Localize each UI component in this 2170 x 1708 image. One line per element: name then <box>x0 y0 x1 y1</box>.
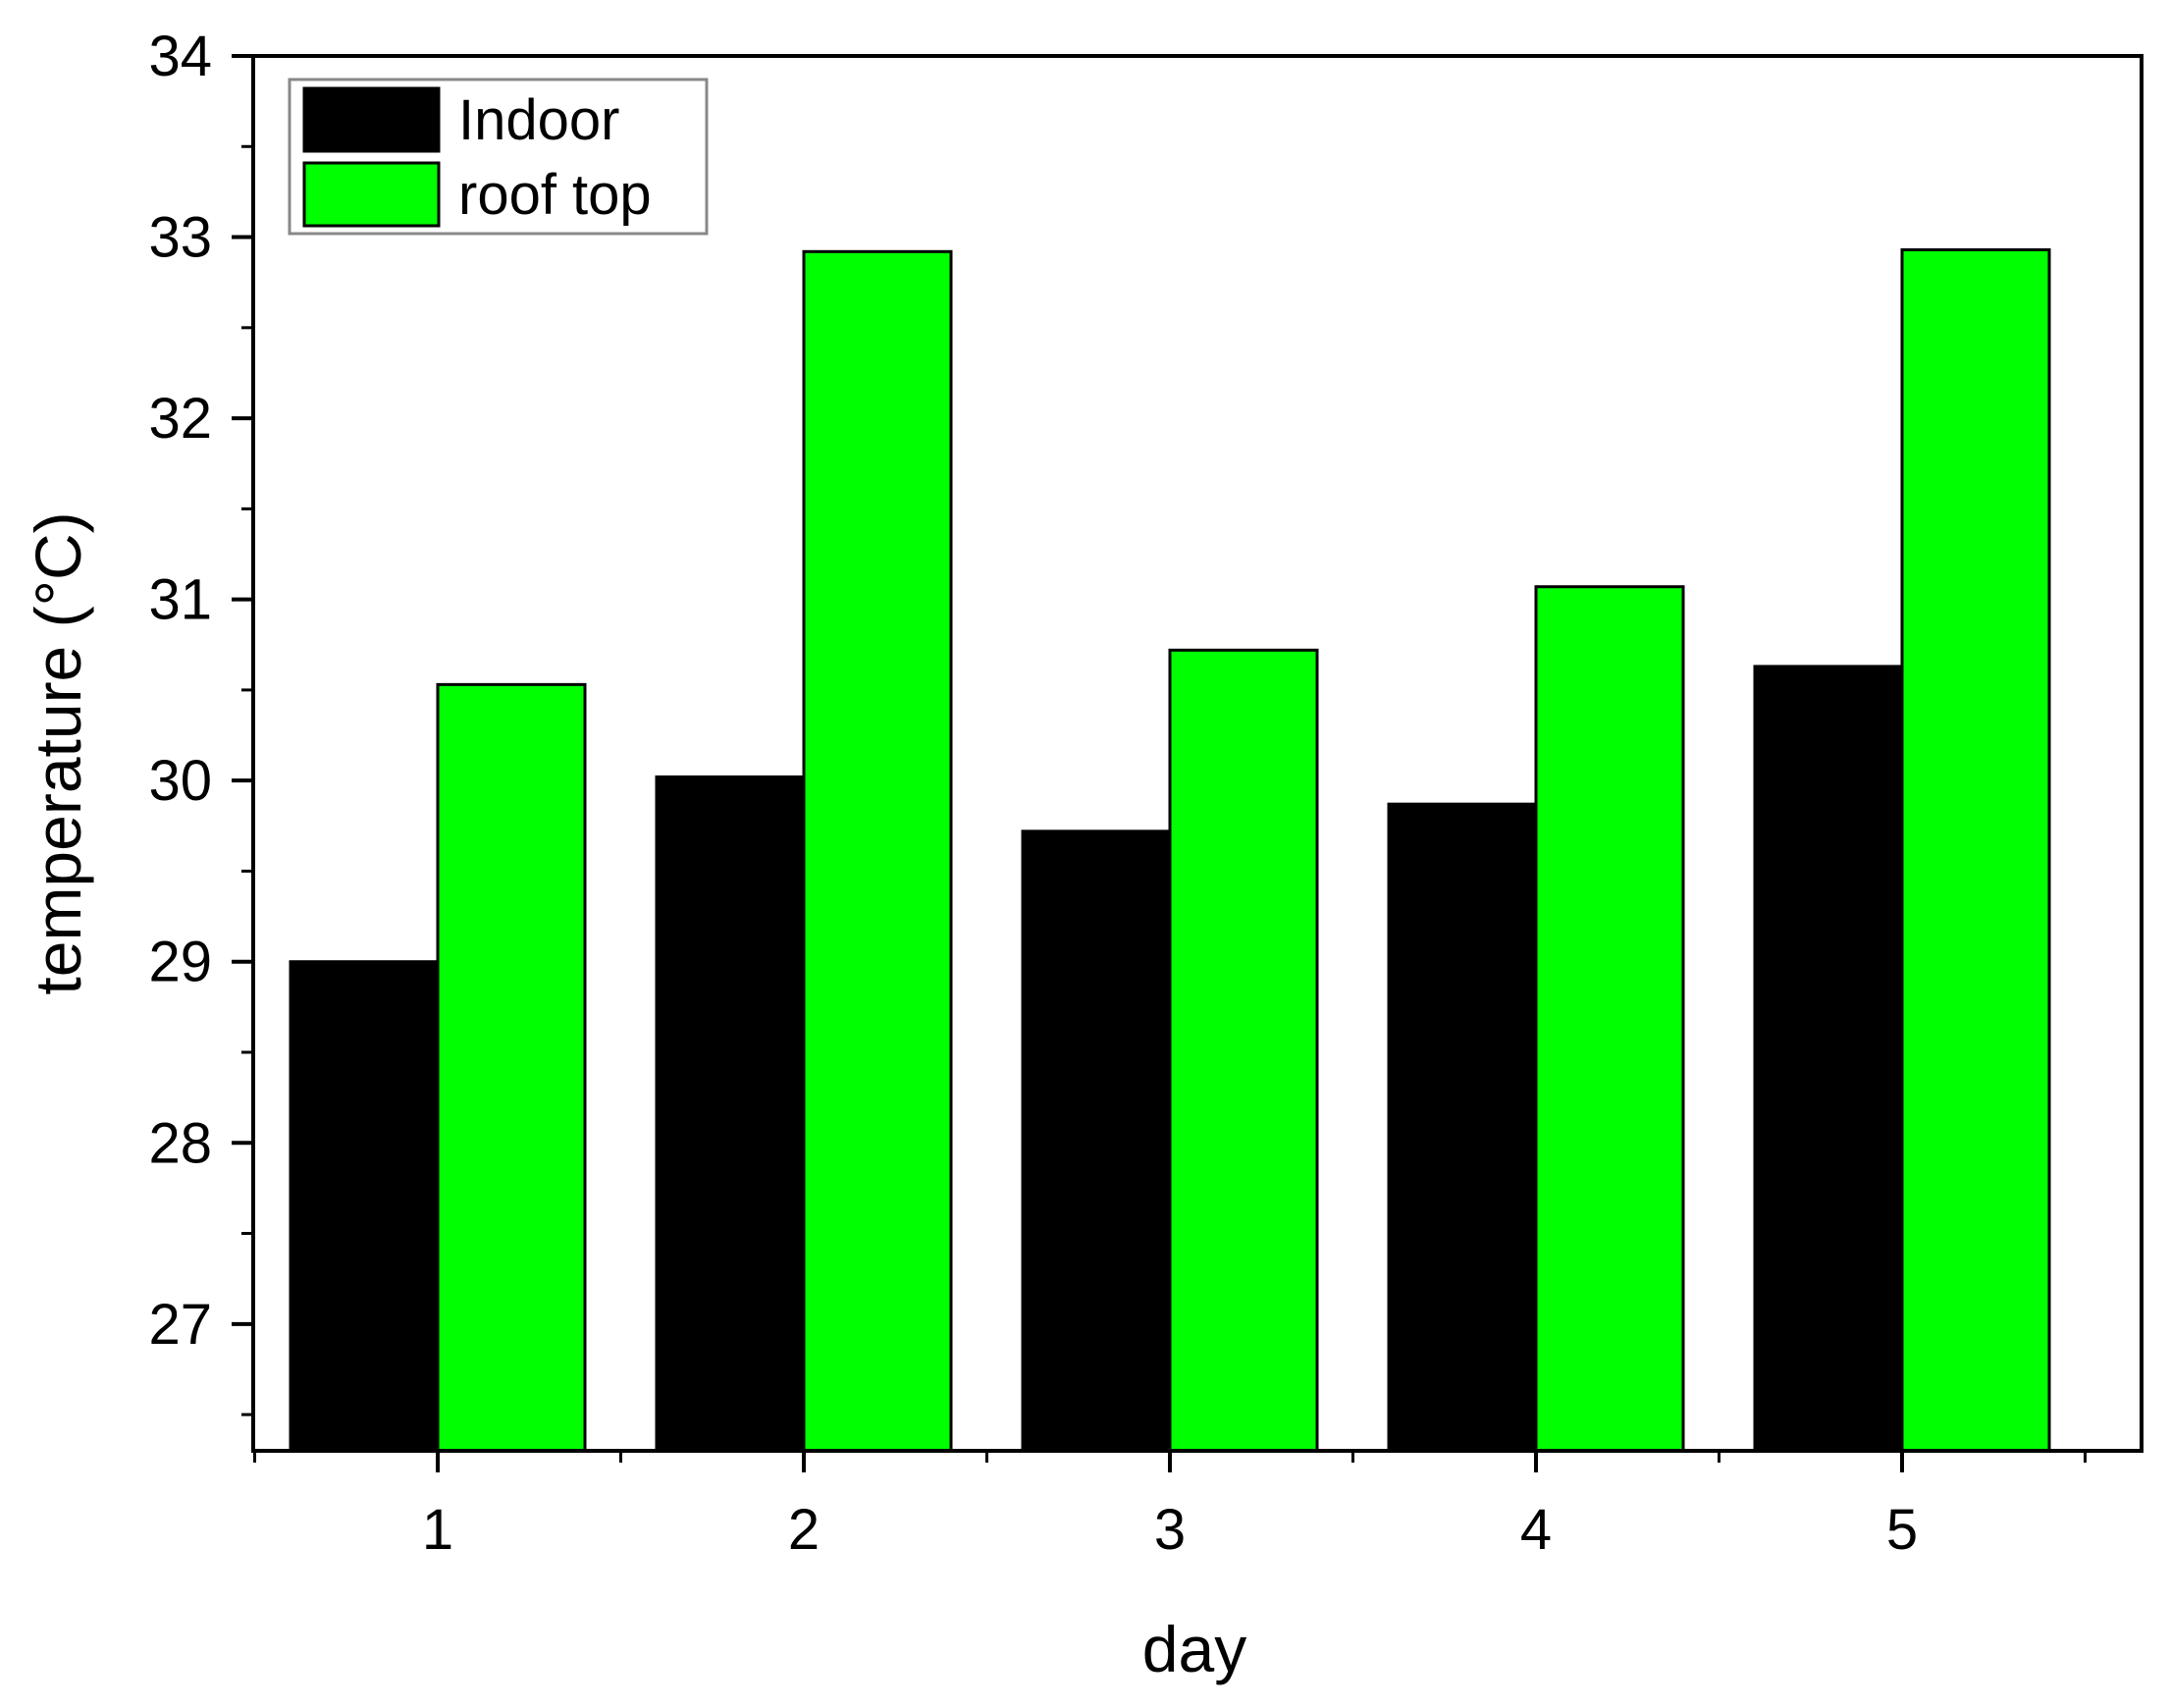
y-axis-title: temperature (°C) <box>22 511 94 994</box>
y-tick-label: 31 <box>148 568 212 632</box>
bar-indoor-day-5 <box>1753 665 1904 1453</box>
legend: Indoor roof top <box>288 78 709 236</box>
y-tick-label: 32 <box>148 387 212 451</box>
bar-roof-top-day-1 <box>436 682 587 1453</box>
x-axis: 1 2 3 4 5 <box>253 1451 2087 1562</box>
legend-label-roof-top: roof top <box>458 163 652 227</box>
legend-swatch-roof-top <box>302 161 441 228</box>
bar-indoor-day-1 <box>289 960 440 1453</box>
bar-roof-top-day-3 <box>1168 648 1319 1453</box>
x-axis-title: day <box>1142 1613 1246 1685</box>
legend-label-indoor: Indoor <box>458 88 619 152</box>
y-tick-label: 34 <box>148 25 212 88</box>
x-tick-label: 5 <box>1886 1498 1918 1562</box>
y-tick-label: 28 <box>148 1111 212 1175</box>
x-tick-label: 4 <box>1520 1498 1552 1562</box>
legend-swatch-indoor <box>302 86 441 153</box>
bars-layer <box>289 247 2051 1453</box>
x-tick-label: 3 <box>1154 1498 1186 1562</box>
y-tick-label: 29 <box>148 931 212 994</box>
plot-frame <box>251 54 2144 1453</box>
x-tick-label: 2 <box>788 1498 820 1562</box>
bar-roof-top-day-2 <box>802 249 953 1453</box>
y-tick-label: 27 <box>148 1293 212 1357</box>
y-axis: 27 28 29 30 31 32 33 34 <box>148 25 253 1416</box>
y-tick-label: 33 <box>148 206 212 270</box>
bar-indoor-day-4 <box>1387 802 1538 1453</box>
bar-roof-top-day-5 <box>1900 247 2051 1453</box>
y-tick-label: 30 <box>148 749 212 813</box>
x-tick-label: 1 <box>422 1498 453 1562</box>
bar-indoor-day-2 <box>655 774 806 1453</box>
bar-indoor-day-3 <box>1021 829 1172 1453</box>
bar-roof-top-day-4 <box>1534 585 1685 1453</box>
